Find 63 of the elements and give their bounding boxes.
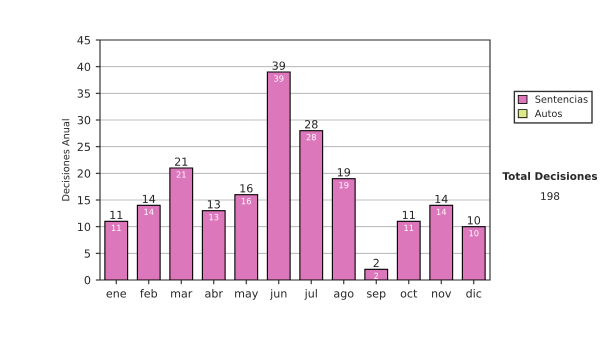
text: 11 xyxy=(402,210,415,220)
text: 14 xyxy=(142,194,156,204)
data-label: 11 xyxy=(404,224,414,231)
legend-label: Autos xyxy=(534,110,562,118)
y-tick-label: 15 xyxy=(78,196,90,204)
x-tick-label: jun xyxy=(270,289,286,300)
y-tick-label: 45 xyxy=(77,36,90,44)
text: 14 xyxy=(435,194,448,204)
y-tick-label: 5 xyxy=(84,249,90,258)
bar xyxy=(234,194,258,280)
x-tick-label: feb xyxy=(140,289,158,298)
y-tick-label: 40 xyxy=(77,62,90,72)
y-tick-label: 30 xyxy=(78,116,90,124)
data-label: 14 xyxy=(436,208,446,215)
bar xyxy=(266,71,291,280)
legend-label: Sentencias xyxy=(535,95,588,103)
bar xyxy=(169,167,194,280)
data-label: 2 xyxy=(374,272,378,279)
bar xyxy=(136,204,161,280)
text: 13 xyxy=(208,200,220,209)
x-tick-label: abr xyxy=(205,289,223,298)
text: 10 xyxy=(468,216,480,225)
y-tick-label: 20 xyxy=(78,169,90,178)
bar xyxy=(364,268,388,280)
x-tick-label: oct xyxy=(400,290,418,298)
bar xyxy=(332,178,356,280)
y-tick-label: 35 xyxy=(78,89,90,98)
x-tick-label: sep xyxy=(367,291,386,300)
x-tick-label: mar xyxy=(171,291,192,298)
data-label: 21 xyxy=(176,171,186,178)
data-label: 13 xyxy=(209,214,218,220)
text: 39 xyxy=(272,61,286,70)
bar xyxy=(462,226,486,280)
x-tick-label: may xyxy=(235,291,258,300)
x-tick-label: ene xyxy=(106,291,126,298)
y-tick-label: 25 xyxy=(78,142,90,152)
text: 28 xyxy=(304,120,318,129)
data-label: 16 xyxy=(242,198,252,204)
text: Total Decisiones xyxy=(502,172,598,180)
bar xyxy=(104,220,128,280)
x-tick-label: dic xyxy=(466,289,482,298)
data-label: 11 xyxy=(112,224,121,231)
text: 19 xyxy=(338,168,350,177)
y-tick-label: 10 xyxy=(78,222,90,232)
text: 21 xyxy=(174,157,188,166)
bar xyxy=(202,210,226,280)
data-label: 14 xyxy=(144,208,154,215)
text: 2 xyxy=(374,258,379,268)
y-axis-title: Decisiones Anual xyxy=(62,119,70,201)
bar xyxy=(429,204,454,280)
x-tick-label: jul xyxy=(304,289,317,300)
data-label: 39 xyxy=(274,75,284,82)
data-label: 10 xyxy=(469,230,478,236)
text: 11 xyxy=(110,210,122,220)
y-tick-label: 0 xyxy=(84,276,90,284)
data-label: 28 xyxy=(306,134,316,140)
bar xyxy=(299,130,324,280)
text: 198 xyxy=(541,192,560,200)
x-tick-label: nov xyxy=(432,291,452,298)
x-tick-label: ago xyxy=(334,291,354,300)
text: 16 xyxy=(240,184,253,193)
data-label: 19 xyxy=(339,182,348,188)
bar xyxy=(396,220,421,280)
